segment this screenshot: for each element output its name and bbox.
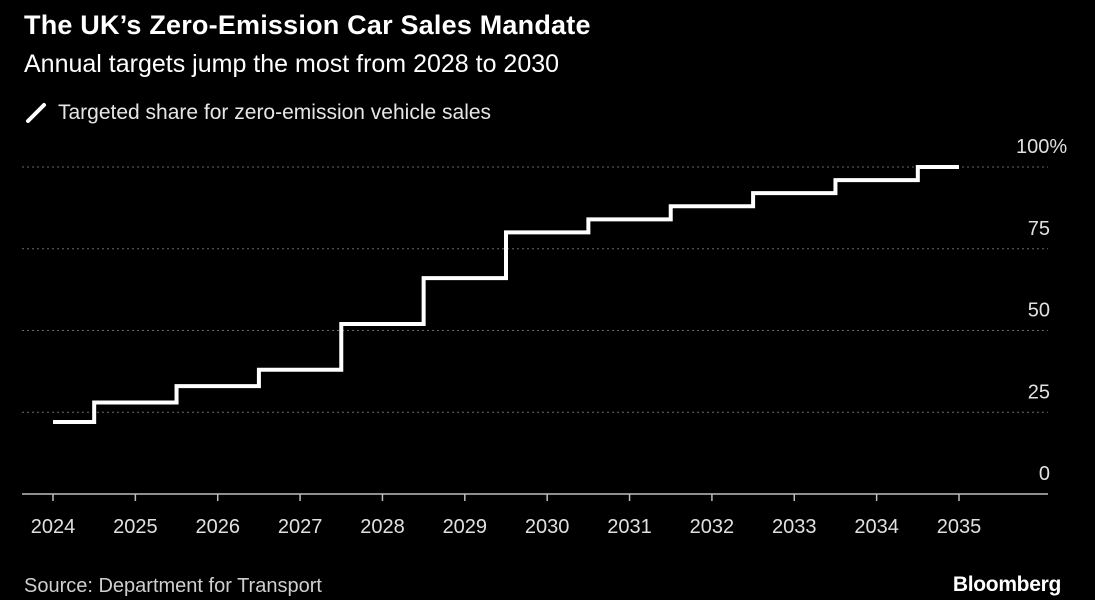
y-tick-label: 25: [1028, 381, 1050, 403]
legend-label: Targeted share for zero-emission vehicle…: [58, 101, 492, 124]
x-tick-label: 2025: [113, 516, 158, 538]
legend-line-icon: [26, 103, 46, 123]
series-step-line: [53, 165, 959, 425]
x-tick-label: 2033: [772, 516, 817, 538]
y-tick-label: 100%: [1016, 136, 1067, 158]
legend: Targeted share for zero-emission vehicle…: [24, 101, 491, 125]
x-tick-label: 2024: [31, 516, 76, 538]
x-tick-label: 2028: [360, 516, 405, 538]
x-tick-label: 2026: [195, 516, 240, 538]
y-tick-label: 0: [1039, 463, 1050, 485]
x-tick-label: 2027: [278, 516, 323, 538]
y-tick-label: 50: [1028, 300, 1050, 322]
x-tick-label: 2035: [937, 516, 982, 538]
series-layer: [53, 165, 959, 425]
y-tick-label: 75: [1028, 218, 1050, 240]
x-tick-label: 2030: [525, 516, 570, 538]
x-axis-labels: 2024 2025 2026 2027 2028 2029 2030 2031 2032 2033…: [31, 516, 982, 538]
x-tick-label: 2032: [690, 516, 735, 538]
y-axis-labels: 0 25 50 75 100%: [1016, 136, 1067, 485]
chart-subtitle: Annual targets jump the most from 2028 t…: [24, 50, 560, 78]
source-note: Source: Department for Transport: [24, 575, 322, 597]
x-tick-label: 2034: [854, 516, 899, 538]
chart-title: The UK’s Zero-Emission Car Sales Mandate: [24, 10, 591, 40]
x-tick-label: 2029: [443, 516, 488, 538]
x-axis: [22, 493, 1048, 501]
brand-logo: Bloomberg: [952, 573, 1061, 596]
x-tick-label: 2031: [607, 516, 652, 538]
grid-layer: [22, 166, 1048, 413]
